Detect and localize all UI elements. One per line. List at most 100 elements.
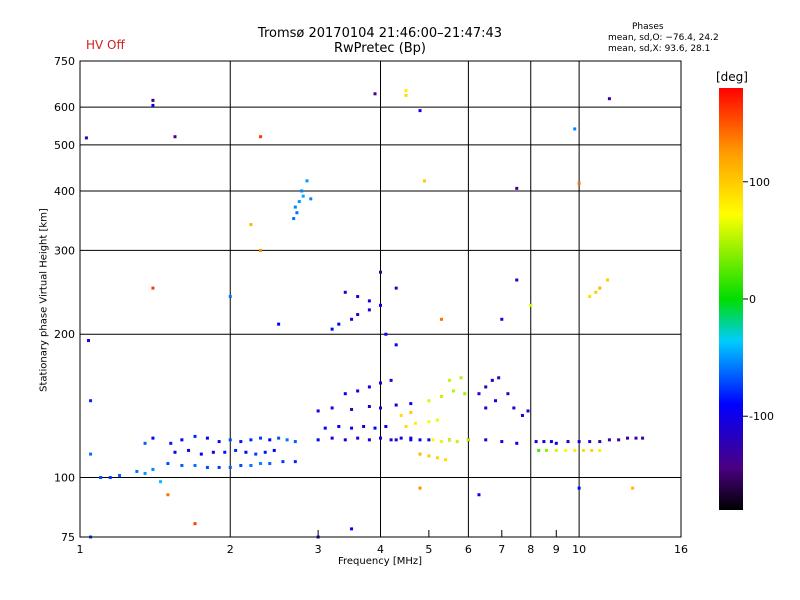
echo-point <box>205 436 209 440</box>
echo-point <box>506 392 510 396</box>
echo-point <box>379 406 382 410</box>
echo-point <box>373 426 377 430</box>
colorbar-ticks: 100 0 -100 <box>743 176 774 423</box>
echo-point <box>356 389 360 393</box>
echo-point <box>151 103 155 107</box>
echo-point <box>180 438 184 442</box>
echo-point <box>590 448 594 452</box>
echo-point <box>300 189 304 193</box>
echo-point <box>89 452 93 456</box>
echo-point <box>484 406 488 410</box>
echo-point <box>373 92 377 96</box>
echo-point <box>379 270 382 274</box>
echo-point <box>444 458 448 462</box>
echo-point <box>259 135 263 139</box>
x-tick-label: 9 <box>553 543 560 556</box>
echo-point <box>330 436 334 440</box>
echo-point <box>455 440 459 444</box>
echo-point <box>466 438 470 442</box>
echo-point <box>99 476 103 480</box>
x-tick-label: 8 <box>527 543 534 556</box>
echo-point <box>641 436 645 440</box>
x-tick-label: 16 <box>674 543 688 556</box>
colorbar <box>719 88 743 510</box>
echo-point <box>272 448 276 452</box>
echo-point <box>409 438 413 442</box>
echo-point <box>549 440 553 444</box>
echo-point <box>566 440 570 444</box>
echo-point <box>159 480 163 484</box>
echo-point <box>356 436 360 440</box>
echo-point <box>293 440 297 444</box>
echo-point <box>330 327 334 331</box>
echo-point <box>515 186 519 190</box>
echo-point <box>259 248 263 252</box>
echo-point <box>217 465 221 469</box>
echo-point <box>394 438 398 442</box>
echo-point <box>409 436 413 440</box>
echo-point <box>379 436 382 440</box>
echo-point <box>490 378 494 382</box>
echo-point <box>143 441 147 445</box>
echo-point <box>259 462 263 466</box>
colorbar-tick-label: -100 <box>749 410 774 423</box>
echo-point <box>631 486 635 490</box>
echo-points <box>84 89 645 539</box>
echo-point <box>193 463 197 467</box>
colorbar-unit-label: [deg] <box>716 70 748 84</box>
echo-point <box>384 424 388 428</box>
echo-point <box>534 440 538 444</box>
echo-point <box>249 438 253 442</box>
echo-point <box>305 179 309 183</box>
echo-point <box>367 438 371 442</box>
echo-point <box>135 469 139 473</box>
echo-point <box>448 438 452 442</box>
echo-point <box>151 467 155 471</box>
x-tick-label: 5 <box>425 543 432 556</box>
echo-point <box>234 448 238 452</box>
echo-point <box>350 527 354 531</box>
echo-point <box>151 98 155 102</box>
echo-point <box>362 424 366 428</box>
echo-point <box>384 332 388 336</box>
echo-point <box>459 376 463 380</box>
echo-point <box>205 465 209 469</box>
echo-point <box>239 463 243 467</box>
echo-point <box>166 462 170 466</box>
echo-point <box>564 448 568 452</box>
echo-point <box>606 278 610 282</box>
echo-point <box>404 93 408 97</box>
echo-point <box>87 339 91 343</box>
echo-point <box>169 441 173 445</box>
echo-point <box>413 421 417 425</box>
echo-point <box>268 462 272 466</box>
echo-point <box>166 493 170 497</box>
echo-point <box>427 438 431 442</box>
echo-point <box>350 407 354 411</box>
echo-point <box>379 381 382 385</box>
echo-point <box>409 410 413 414</box>
phases-o-stats: mean, sd,O: −76.4, 24.2 <box>608 33 719 43</box>
echo-point <box>594 290 598 294</box>
echo-point <box>577 181 581 185</box>
echo-point <box>418 452 422 456</box>
echo-point <box>494 399 498 403</box>
echo-point <box>297 200 301 204</box>
echo-point <box>418 486 422 490</box>
echo-point <box>151 436 155 440</box>
echo-point <box>573 127 577 131</box>
echo-point <box>277 436 281 440</box>
echo-point <box>598 286 602 290</box>
y-tick-label: 750 <box>54 55 75 68</box>
echo-point <box>228 465 232 469</box>
echo-point <box>440 440 444 444</box>
echo-point <box>217 440 221 444</box>
echo-point <box>108 476 112 480</box>
echo-point <box>379 303 382 307</box>
y-tick-label: 100 <box>54 472 75 485</box>
echo-point <box>323 426 327 430</box>
echo-point <box>448 378 452 382</box>
echo-point <box>343 392 347 396</box>
echo-point <box>588 295 592 299</box>
echo-point <box>223 450 227 454</box>
